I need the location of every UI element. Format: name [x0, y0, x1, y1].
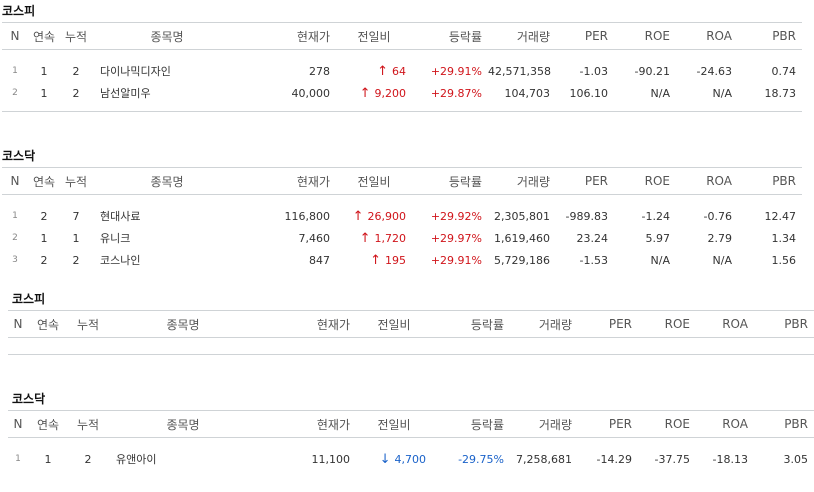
col-roa: ROA: [676, 22, 738, 50]
arrow-up-icon: ↑: [359, 85, 371, 101]
stock-name-link[interactable]: 유니크: [100, 232, 131, 245]
arrow-up-icon: ↑: [370, 252, 381, 268]
col-n: N: [2, 22, 28, 50]
table-row: 1 1 2 다이나믹디자인 278 ↑ 64 +29.91% 42,571,358…: [2, 60, 802, 82]
stock-table: N 연속 누적 종목명 현재가 전일비 등락률 거래량 PER ROE ROA …: [2, 167, 802, 271]
table-row: 1 1 2 유앤아이 11,100 ↓ 4,700 -29.75% 7,258,6…: [8, 448, 814, 470]
table-header: N 연속 누적 종목명 현재가 전일비 등락률 거래량 PER ROE ROA …: [2, 167, 802, 195]
col-per: PER: [556, 22, 614, 50]
col-volume: 거래량: [488, 22, 556, 50]
arrow-up-icon: ↑: [377, 63, 388, 79]
stock-table: N 연속 누적 종목명 현재가 전일비 등락률 거래량 PER ROE ROA …: [8, 410, 814, 470]
table-row: 3 2 2 코스나인 847 ↑ 195 +29.91% 5,729,186 -1…: [2, 249, 802, 271]
table-row: 1 2 7 현대사료 116,800 ↑ 26,900 +29.92% 2,305…: [2, 205, 802, 227]
stock-table: N 연속 누적 종목명 현재가 전일비 등락률 거래량 PER ROE ROA …: [8, 310, 814, 338]
section-title: 코스닥: [12, 392, 46, 406]
table-row: 2 1 1 유니크 7,460 ↑ 1,720 +29.97% 1,619,460…: [2, 227, 802, 249]
stock-name-link[interactable]: 다이나믹디자인: [100, 65, 171, 78]
table-header: N 연속 누적 종목명 현재가 전일비 등락률 거래량 PER ROE ROA …: [8, 410, 814, 438]
col-price: 현재가: [242, 22, 336, 50]
arrow-up-icon: ↑: [359, 230, 371, 246]
col-rate: 등락률: [412, 22, 488, 50]
table-header: N 연속 누적 종목명 현재가 전일비 등락률 거래량 PER ROE ROA …: [8, 310, 814, 338]
col-pbr: PBR: [738, 22, 802, 50]
section-title: 코스피: [12, 292, 46, 306]
table-header: N 연속 누적 종목명 현재가 전일비 등락률 거래량 PER ROE ROA …: [2, 22, 802, 50]
section-title: 코스닥: [2, 149, 36, 163]
stock-table: N 연속 누적 종목명 현재가 전일비 등락률 거래량 PER ROE ROA …: [2, 22, 802, 104]
col-cum: 누적: [60, 22, 92, 50]
stock-name-link[interactable]: 코스나인: [100, 254, 141, 267]
table-bottom-divider: [2, 111, 802, 112]
stock-name-link[interactable]: 유앤아이: [116, 453, 157, 466]
col-streak: 연속: [28, 22, 60, 50]
col-diff: 전일비: [336, 22, 412, 50]
stock-name-link[interactable]: 남선알미우: [100, 87, 151, 100]
table-row: 2 1 2 남선알미우 40,000 ↑ 9,200 +29.87% 104,70…: [2, 82, 802, 104]
table-bottom-divider: [8, 354, 814, 355]
arrow-up-icon: ↑: [352, 208, 364, 224]
arrow-down-icon: ↓: [379, 451, 391, 467]
stock-name-link[interactable]: 현대사료: [100, 210, 141, 223]
col-name: 종목명: [92, 22, 242, 50]
section-title: 코스피: [2, 4, 36, 18]
col-roe: ROE: [614, 22, 676, 50]
